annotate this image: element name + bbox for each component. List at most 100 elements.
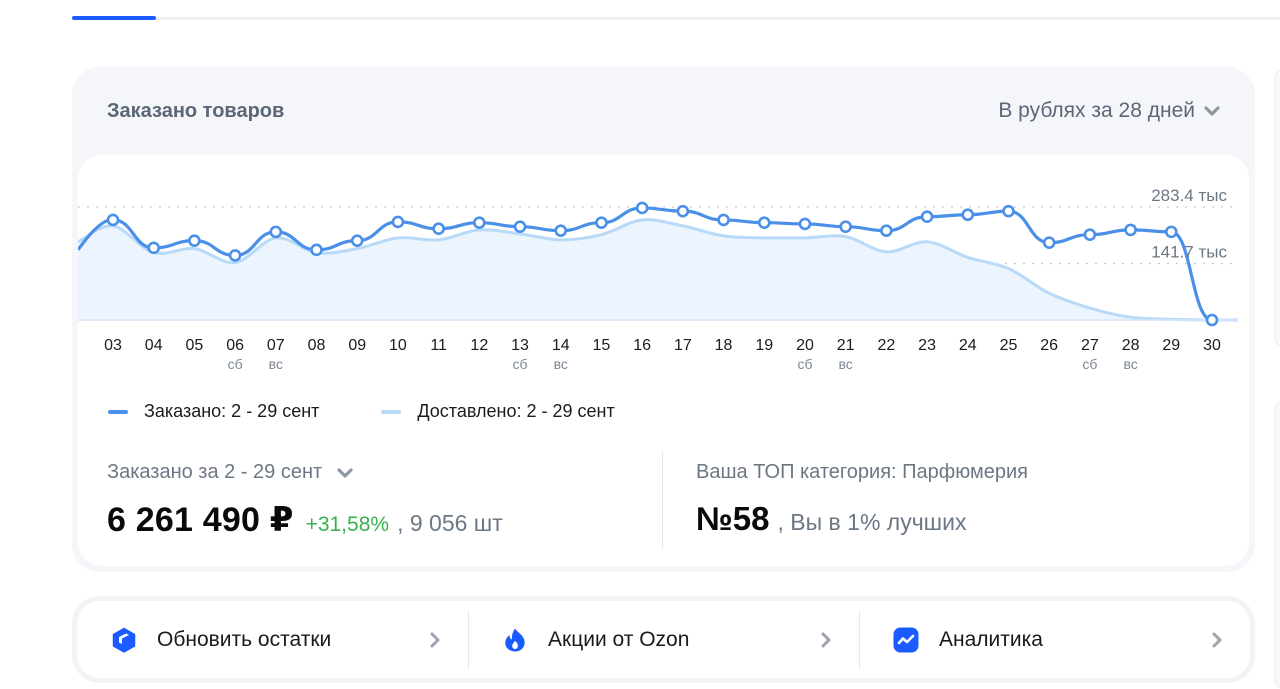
period-select[interactable]: В рублях за 28 дней: [998, 99, 1221, 123]
delivered-line: [78, 218, 1239, 322]
data-point-marker: [676, 204, 690, 218]
summary-period-select[interactable]: Заказано за 2 - 29 сент: [107, 461, 667, 484]
delivered-area: [78, 219, 1238, 321]
ozon-promotions-button[interactable]: Акции от Ozon: [468, 609, 859, 670]
weekday-label: сб: [228, 356, 243, 372]
x-axis-label: 13: [511, 337, 529, 354]
legend-item-ordered[interactable]: Заказано: 2 - 29 сент: [108, 401, 319, 422]
data-point-marker: [595, 216, 608, 230]
weekday-label: сб: [1082, 356, 1097, 372]
chevron-right-icon: [1210, 631, 1224, 649]
x-axis-label: 12: [470, 337, 488, 354]
chevron-right-icon: [819, 631, 833, 649]
x-axis-label: 15: [593, 337, 611, 354]
data-point-marker: [269, 225, 283, 239]
weekday-label: сб: [797, 356, 812, 372]
data-point-marker: [473, 216, 486, 230]
x-axis-label: 27: [1081, 337, 1099, 354]
data-point-marker: [391, 215, 405, 229]
x-axis-label: 10: [389, 337, 407, 354]
chevron-right-icon: [428, 631, 442, 649]
data-point-marker: [513, 220, 527, 233]
x-axis-label: 30: [1203, 337, 1221, 354]
x-axis-label: 04: [145, 337, 163, 354]
update-stock-label: Обновить остатки: [157, 627, 332, 651]
growth-percent: +31,58%: [305, 513, 390, 536]
rank-note: , Вы в 1% лучших: [777, 509, 967, 535]
adjacent-card-partial: [1274, 68, 1280, 348]
legend-item-delivered[interactable]: Доставлено: 2 - 29 сент: [381, 401, 615, 422]
legend-label-ordered: Заказано: 2 - 29 сент: [144, 401, 320, 421]
chevron-down-icon: [336, 464, 354, 482]
card-title: Заказано товаров: [107, 100, 285, 122]
box-icon: [111, 627, 137, 653]
top-category: Ваша ТОП категория: Парфюмерия №58 , Вы …: [696, 461, 1028, 538]
update-stock-button[interactable]: Обновить остатки: [77, 610, 468, 670]
legend-swatch-delivered: [381, 409, 402, 414]
orders-line-chart[interactable]: 283.4 тыс 141.7 тыс 03 04 05 06 сб 07 вс 08 09 10 11…: [78, 155, 1249, 395]
weekday-label: вс: [269, 356, 283, 372]
x-axis-label: 18: [715, 337, 733, 354]
analytics-label: Аналитика: [939, 627, 1043, 651]
x-axis-label: 29: [1162, 337, 1180, 354]
data-point-marker: [717, 213, 730, 227]
pieces-count: , 9 056 шт: [397, 510, 503, 536]
data-point-marker: [1002, 204, 1015, 218]
x-axis-label: 09: [348, 337, 366, 354]
weekday-label: вс: [839, 356, 853, 372]
x-axis-label: 11: [430, 337, 447, 354]
fire-icon: [502, 627, 528, 653]
data-point-marker: [920, 210, 934, 224]
data-point-marker: [880, 224, 893, 237]
data-point-marker: [1164, 225, 1178, 239]
y-axis-label: 283.4 тыс: [1151, 186, 1227, 205]
x-axis-label: 03: [104, 337, 122, 354]
data-point-marker: [228, 249, 242, 262]
data-point-marker: [350, 234, 364, 247]
data-point-marker: [757, 216, 771, 230]
x-axis-label: 16: [633, 337, 651, 354]
data-point-marker: [106, 213, 120, 227]
x-axis-label: 28: [1122, 337, 1140, 354]
quick-actions: Обновить остатки Акции от Ozon Аналитика: [72, 596, 1255, 683]
data-point-marker: [839, 220, 852, 233]
chart-legend: Заказано: 2 - 29 сент Доставлено: 2 - 29…: [108, 401, 615, 422]
x-axis-label: 17: [674, 337, 692, 354]
data-point-marker: [635, 201, 649, 215]
legend-label-delivered: Доставлено: 2 - 29 сент: [417, 401, 615, 421]
active-tab-indicator[interactable]: [72, 16, 156, 20]
weekday-label: вс: [554, 356, 568, 372]
chevron-down-icon: [1203, 102, 1221, 120]
ozon-promotions-label: Акции от Ozon: [548, 627, 690, 651]
x-axis-label: 22: [877, 337, 895, 354]
data-point-marker: [1042, 236, 1056, 249]
data-point-marker: [961, 208, 975, 222]
legend-swatch-ordered: [108, 409, 128, 414]
data-point-marker: [310, 243, 323, 257]
x-axis-label: 14: [552, 337, 570, 354]
data-point-marker: [188, 234, 201, 247]
x-axis-label: 24: [959, 337, 977, 354]
x-axis-label: 23: [918, 337, 936, 354]
x-axis-label: 20: [796, 337, 814, 354]
summary-label: Заказано за 2 - 29 сент: [107, 461, 323, 483]
weekday-label: вс: [1123, 356, 1137, 372]
x-axis-label: 21: [837, 337, 855, 354]
y-axis-label: 141.7 тыс: [1151, 243, 1227, 262]
data-point-marker: [554, 224, 568, 237]
data-point-marker: [147, 241, 161, 255]
top-category-label: Ваша ТОП категория: Парфюмерия: [696, 461, 1028, 483]
category-rank: №58: [696, 500, 770, 537]
chart-panel: 283.4 тыс 141.7 тыс 03 04 05 06 сб 07 вс 08 09 10 11…: [78, 155, 1249, 566]
x-axis-label: 08: [308, 337, 326, 354]
data-point-marker: [1205, 313, 1219, 327]
data-point-marker: [1124, 223, 1137, 237]
adjacent-card-partial: [1274, 400, 1280, 689]
analytics-button[interactable]: Аналитика: [859, 609, 1250, 670]
data-point-marker: [798, 217, 812, 231]
ordered-goods-card: Заказано товаров В рублях за 28 дней 283…: [72, 67, 1255, 572]
orders-amount: 6 261 490 ₽: [107, 501, 294, 539]
period-select-label: В рублях за 28 дней: [998, 99, 1195, 122]
weekday-label: сб: [513, 356, 528, 372]
divider: [662, 451, 663, 549]
